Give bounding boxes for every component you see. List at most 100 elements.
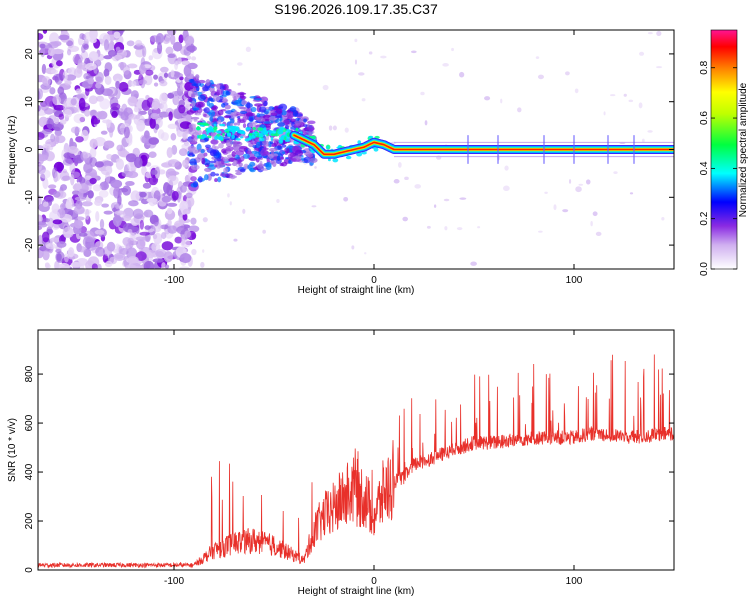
spectrogram-signal-blob (259, 149, 269, 157)
spectrogram-noise-blob (116, 144, 124, 152)
spectrogram-noise-blob (167, 175, 179, 186)
spectrogram-signal-blob (235, 158, 242, 165)
spectrogram-signal-blob (247, 164, 253, 170)
colorbar-tick-label: 0.4 (699, 161, 710, 175)
spectrogram-noise-blob (146, 198, 158, 203)
spectrogram-signal-blob (241, 99, 246, 106)
spectrogram-noise-blob (115, 203, 120, 210)
spectrogram-noise-blob (133, 44, 144, 50)
spectrogram-signal-blob (233, 122, 238, 126)
spectrogram-noise-blob (115, 80, 120, 89)
spectrogram-noise-blob (237, 62, 243, 66)
spectrogram-noise-blob (102, 253, 109, 264)
spectrogram-signal-blob (206, 100, 210, 107)
spectrogram-noise-blob (98, 189, 109, 198)
spectrogram-noise-blob (153, 215, 159, 227)
spectrogram-signal-blob (211, 144, 216, 151)
spectrogram-noise-blob (141, 99, 151, 111)
spectrogram-signal-blob (191, 100, 196, 107)
spectrogram-x-axis-label: Height of straight line (km) (298, 285, 415, 296)
spectrogram-noise-blob (75, 88, 82, 94)
spectrogram-signal-blob (224, 104, 231, 110)
spectrogram-signal-blob (191, 134, 195, 139)
spectrogram-signal-blob (188, 123, 194, 129)
spectrogram-signal-blob (248, 156, 258, 161)
spectrogram-noise-blob (38, 111, 47, 116)
spectrogram-signal-blob (345, 155, 352, 160)
spectrogram-signal-blob (202, 86, 209, 92)
colorbar-label: Normalized spectral amplitude (738, 82, 749, 217)
spectrogram-noise-blob (53, 191, 61, 198)
spectrogram-y-tick-label: 20 (24, 48, 35, 60)
spectrogram-signal-blob (217, 176, 222, 183)
spectrogram-noise-blob (444, 226, 448, 231)
spectrogram-noise-blob (132, 208, 144, 219)
spectrogram-noise-blob (118, 81, 129, 92)
spectrogram-signal-blob (279, 163, 284, 167)
spectrogram-noise-blob (113, 31, 121, 39)
spectrogram-signal-blob (231, 125, 238, 131)
spectrogram-signal-blob (214, 164, 218, 168)
spectrogram-signal-blob (282, 141, 287, 145)
spectrogram-noise-blob (592, 211, 598, 217)
spectrogram-noise-blob (181, 60, 190, 66)
spectrogram-noise-blob (99, 98, 111, 110)
spectrogram-noise-blob (136, 239, 146, 250)
spectrogram-noise-blob (237, 82, 242, 86)
spectrogram-signal-blob (374, 135, 380, 139)
spectrogram-noise-blob (91, 263, 98, 269)
spectrogram-noise-blob (186, 45, 197, 52)
spectrogram-noise-blob (143, 209, 154, 218)
spectrogram-noise-blob (172, 41, 183, 52)
spectrogram-signal-blob (210, 171, 216, 177)
snr-panel: -100 0 100 0 200 400 600 800 Height of straigh… (7, 329, 675, 597)
spectrogram-noise-blob (179, 266, 190, 269)
spectrogram-signal-blob (265, 163, 272, 170)
spectrogram-signal-blob (214, 178, 218, 183)
spectrogram-signal-blob (186, 110, 195, 115)
spectrogram-signal-blob (229, 174, 236, 180)
spectrogram-signal-blob (211, 131, 215, 138)
spectrogram-signal-blob (269, 141, 274, 144)
spectrogram-signal-blob (192, 181, 199, 188)
spectrogram-y-tick-label: -20 (24, 237, 35, 252)
spectrogram-noise-blob (85, 87, 90, 96)
spectrogram-signal-blob (281, 144, 287, 148)
spectrogram-signal-blob (243, 163, 249, 170)
spectrogram-noise-blob (122, 207, 134, 219)
spectrogram-noise-blob (426, 225, 431, 229)
spectrogram-noise-blob (276, 199, 280, 204)
spectrogram-signal-blob (192, 107, 200, 111)
spectrogram-noise-blob (88, 51, 99, 62)
spectrogram-noise-blob (38, 33, 44, 41)
spectrogram-noise-blob (143, 260, 155, 269)
spectrogram-noise-blob (94, 199, 103, 206)
spectrogram-noise-blob (104, 260, 113, 268)
spectrogram-noise-blob (166, 147, 173, 159)
spectrogram-noise-blob (443, 198, 450, 202)
spectrogram-signal-blob (287, 139, 291, 142)
spectrogram-signal-blob (361, 151, 367, 155)
spectrogram-signal-blob (270, 112, 278, 116)
spectrogram-noise-blob (49, 87, 56, 95)
spectrogram-noise-blob (328, 125, 333, 131)
spectrogram-noise-blob (191, 56, 197, 61)
spectrogram-noise-blob (404, 176, 409, 181)
spectrogram-noise-blob (149, 35, 160, 43)
spectrogram-noise-blob (166, 202, 178, 207)
spectrogram-noise-blob (138, 79, 148, 85)
spectrogram-signal-blob (220, 173, 228, 177)
spectrogram-signal-blob (188, 152, 194, 156)
spectrogram-noise-blob (62, 226, 74, 238)
spectrogram-signal-blob (356, 152, 363, 157)
spectrogram-signal-blob (258, 137, 265, 142)
snr-frame (37, 329, 675, 571)
spectrogram-y-ticks: 20 10 0 -10 -20 (24, 48, 674, 252)
spectrogram-signal-blob (357, 140, 362, 145)
spectrogram-signal-blob (254, 98, 263, 101)
spectrogram-signal-blob (214, 135, 219, 141)
spectrogram-noise-blob (102, 246, 113, 256)
spectrogram-signal-blob (190, 176, 197, 182)
spectrogram-noise-blob (311, 205, 317, 208)
spectrogram-signal-blob (260, 97, 265, 103)
